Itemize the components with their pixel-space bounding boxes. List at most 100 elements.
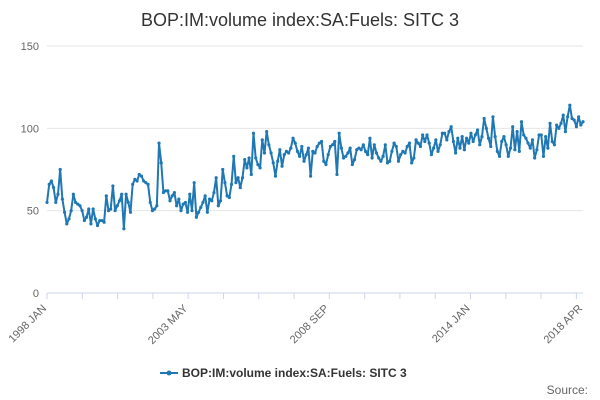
data-point[interactable]	[383, 143, 387, 147]
data-point[interactable]	[225, 194, 229, 198]
data-point[interactable]	[392, 141, 396, 145]
data-point[interactable]	[548, 121, 552, 125]
data-point[interactable]	[249, 172, 253, 177]
data-point[interactable]	[133, 177, 137, 181]
data-point[interactable]	[559, 121, 563, 125]
data-point[interactable]	[486, 136, 491, 140]
data-point[interactable]	[546, 146, 550, 150]
data-point[interactable]	[434, 138, 438, 142]
data-point[interactable]	[511, 125, 515, 129]
data-point[interactable]	[126, 200, 130, 205]
data-point[interactable]	[111, 184, 115, 188]
data-point[interactable]	[47, 182, 51, 186]
data-point[interactable]	[131, 182, 135, 186]
data-point[interactable]	[522, 133, 526, 137]
data-point[interactable]	[447, 130, 451, 134]
data-point[interactable]	[513, 148, 517, 152]
data-point[interactable]	[258, 166, 262, 170]
data-point[interactable]	[493, 134, 497, 139]
data-point[interactable]	[313, 151, 317, 155]
data-point[interactable]	[190, 209, 194, 213]
data-point[interactable]	[260, 138, 264, 142]
data-point[interactable]	[232, 154, 236, 158]
data-point[interactable]	[333, 139, 337, 144]
data-point[interactable]	[535, 148, 539, 152]
data-point[interactable]	[302, 159, 306, 163]
data-point[interactable]	[456, 136, 460, 140]
data-point[interactable]	[412, 156, 416, 160]
data-point[interactable]	[245, 166, 249, 170]
data-point[interactable]	[192, 181, 196, 185]
data-point[interactable]	[405, 144, 409, 149]
data-point[interactable]	[262, 151, 267, 155]
data-point[interactable]	[168, 199, 172, 203]
data-point[interactable]	[552, 143, 557, 147]
data-point[interactable]	[71, 192, 75, 196]
data-point[interactable]	[181, 202, 185, 206]
data-point[interactable]	[82, 218, 86, 223]
data-point[interactable]	[341, 156, 346, 160]
data-point[interactable]	[533, 156, 537, 160]
data-point[interactable]	[87, 207, 91, 211]
data-point[interactable]	[460, 134, 464, 139]
data-point[interactable]	[524, 136, 528, 140]
data-point[interactable]	[517, 149, 521, 153]
data-point[interactable]	[67, 217, 71, 221]
data-point[interactable]	[555, 123, 559, 127]
data-point[interactable]	[201, 200, 205, 205]
data-point[interactable]	[330, 143, 335, 147]
data-point[interactable]	[502, 134, 506, 139]
data-point[interactable]	[159, 161, 163, 165]
data-point[interactable]	[544, 134, 548, 139]
data-point[interactable]	[566, 115, 570, 119]
data-point[interactable]	[541, 154, 546, 158]
data-point[interactable]	[78, 204, 82, 208]
data-point[interactable]	[438, 143, 442, 147]
data-point[interactable]	[563, 130, 568, 134]
data-point[interactable]	[515, 130, 519, 134]
data-point[interactable]	[568, 103, 572, 107]
data-point[interactable]	[291, 136, 295, 140]
data-point[interactable]	[271, 161, 275, 165]
data-point[interactable]	[69, 209, 73, 213]
data-point[interactable]	[104, 194, 108, 198]
data-point[interactable]	[436, 149, 440, 153]
data-point[interactable]	[60, 197, 64, 201]
data-point[interactable]	[508, 146, 513, 150]
data-point[interactable]	[251, 131, 256, 135]
data-point[interactable]	[153, 207, 157, 211]
data-point[interactable]	[157, 141, 161, 145]
data-point[interactable]	[473, 133, 477, 137]
data-point[interactable]	[221, 167, 225, 172]
data-point[interactable]	[500, 139, 504, 144]
data-point[interactable]	[218, 199, 223, 203]
data-point[interactable]	[429, 153, 434, 157]
data-point[interactable]	[377, 156, 381, 160]
data-point[interactable]	[328, 144, 332, 149]
data-point[interactable]	[453, 151, 458, 155]
data-point[interactable]	[425, 133, 429, 137]
data-point[interactable]	[352, 158, 357, 162]
data-point[interactable]	[581, 120, 585, 124]
data-point[interactable]	[335, 172, 339, 177]
data-point[interactable]	[65, 222, 69, 226]
legend[interactable]: BOP:IM:volume index:SA:Fuels: SITC 3	[160, 366, 407, 380]
data-point[interactable]	[243, 158, 247, 162]
data-point[interactable]	[390, 149, 394, 153]
data-point[interactable]	[339, 146, 343, 150]
data-point[interactable]	[350, 162, 354, 167]
data-point[interactable]	[284, 149, 289, 153]
data-point[interactable]	[464, 136, 469, 140]
data-point[interactable]	[326, 153, 330, 157]
data-point[interactable]	[418, 144, 423, 149]
data-point[interactable]	[269, 151, 273, 155]
data-point[interactable]	[526, 141, 530, 145]
data-point[interactable]	[458, 146, 462, 150]
data-point[interactable]	[361, 143, 365, 147]
data-point[interactable]	[185, 210, 190, 214]
data-point[interactable]	[122, 227, 126, 231]
data-point[interactable]	[289, 146, 293, 150]
data-point[interactable]	[311, 149, 315, 153]
data-point[interactable]	[348, 146, 352, 150]
data-point[interactable]	[443, 131, 447, 135]
